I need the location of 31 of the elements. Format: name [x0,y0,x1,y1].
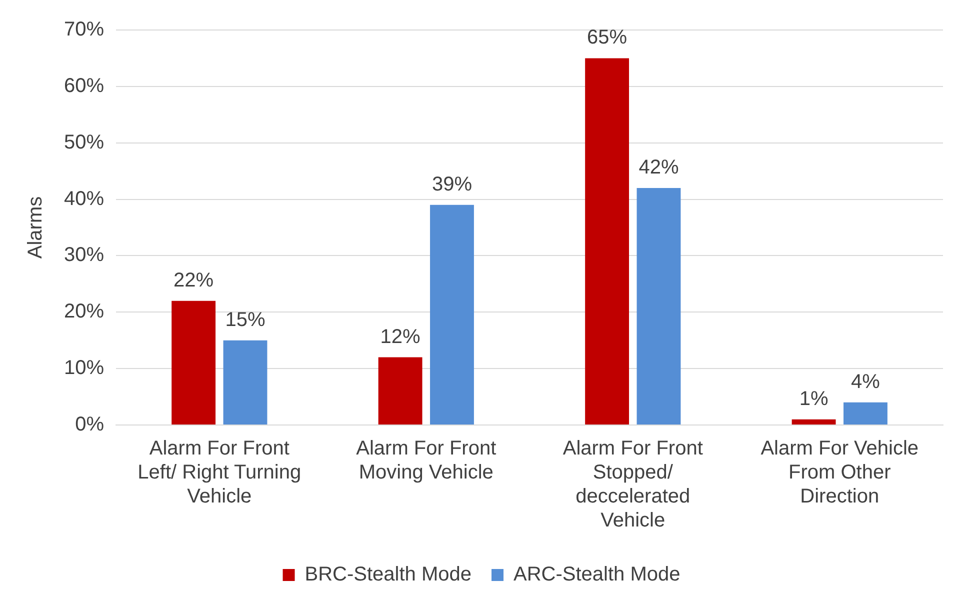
data-label: 65% [587,26,628,49]
x-tick-label: Alarm For Vehicle From Other Direction [760,438,919,508]
bar [172,300,216,424]
y-tick-label: 20% [64,300,104,323]
data-label: 4% [851,370,880,393]
data-label: 1% [799,388,828,410]
y-tick-label: 60% [64,74,104,97]
bar [844,402,888,424]
x-tick-label: Alarm For Front Moving Vehicle [356,438,497,484]
bar [792,419,836,424]
data-label: 15% [225,308,266,331]
bar [585,58,630,424]
y-tick-label: 0% [75,414,104,436]
data-label: 39% [432,173,472,196]
y-axis-title: Alarms [24,196,47,259]
y-tick-label: 30% [64,244,104,266]
data-label: 42% [638,156,679,179]
y-tick-label: 10% [64,357,104,380]
x-tick-label: Alarm For Front Stopped/ deccelerated Vehicle [562,438,704,532]
y-tick-label: 50% [64,131,104,154]
bar [430,204,474,424]
y-tick-label: 40% [64,188,104,210]
data-label: 22% [174,269,214,292]
x-tick-label: Alarm For Front Left/ Right Turning Vehicle [138,438,302,508]
y-tick-label: 70% [64,18,104,41]
bar [223,340,268,424]
legend-label: BRC-Stealth Mode [304,564,472,586]
bar [636,188,681,424]
data-label: 12% [380,326,421,348]
bar [378,357,422,424]
legend-label: ARC-Stealth Mode [514,564,680,586]
